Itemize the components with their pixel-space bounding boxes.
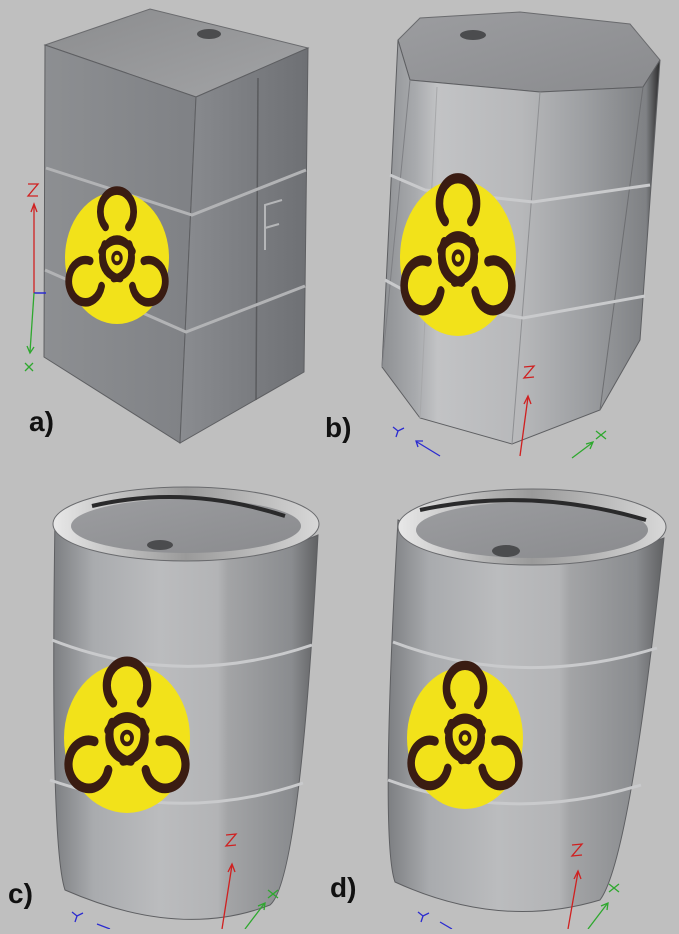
panel-b [381,11,661,459]
barrel-lid [416,502,648,558]
panel-a [24,8,310,444]
octagon-body [381,39,661,445]
barrel-rim-shadow [419,498,647,522]
barrel-rim-shadow [91,495,286,518]
box-side-face [179,47,309,444]
panel-label-d: d) [330,872,357,903]
axis-gizmo-icon [392,365,607,459]
octagon-edge-1 [381,79,411,368]
panel-c [50,486,320,930]
barrel-rib-upper [392,640,658,670]
panel-label-c: c) [8,878,33,909]
panel-d [387,488,667,930]
octagon-edge-4 [599,86,644,411]
box-cap [197,29,221,39]
box-seam [255,77,259,401]
octagon-lid [397,11,661,93]
barrel-cap [492,545,520,557]
octagon-edge-3 [511,91,541,445]
barrel-lid [71,499,301,553]
axis-gizmo-icon [71,833,279,930]
box-rib-upper [45,166,307,217]
axis-gizmo-icon [24,183,46,372]
barrel-rib-lower [387,778,642,806]
octagon-cap [460,30,486,40]
box-side-marking [264,199,283,250]
barrel-cap [147,540,173,550]
panel-label-b: b) [325,412,352,443]
barrel-rib-upper [51,638,313,668]
axis-gizmo-icon [417,843,620,930]
panel-label-a: a) [29,406,54,437]
